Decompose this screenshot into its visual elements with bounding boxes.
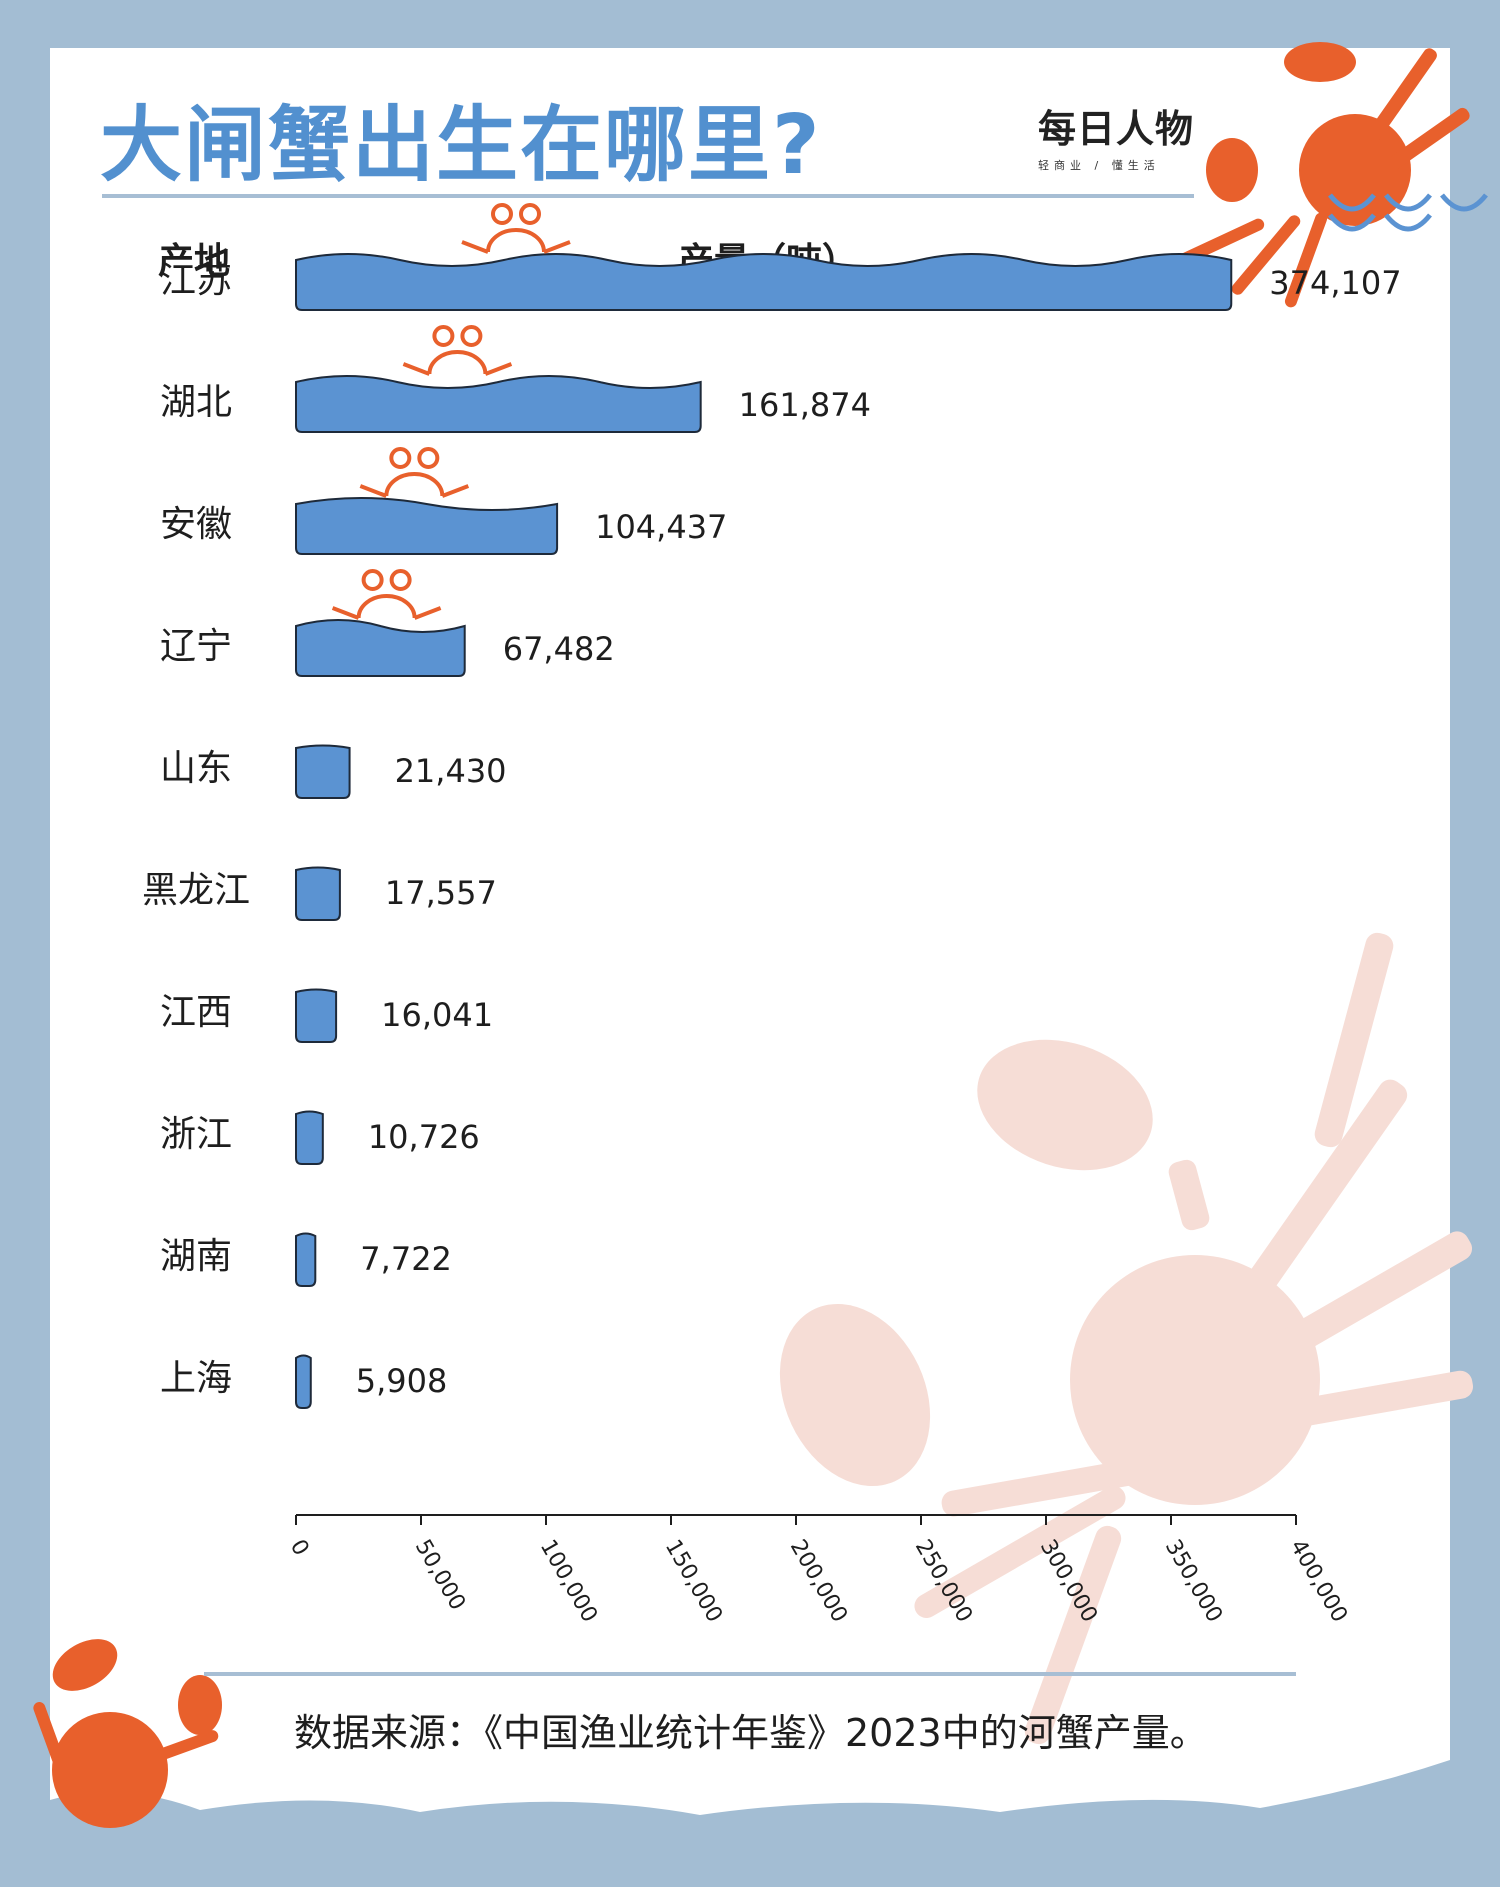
value-label: 5,908 [356, 1362, 448, 1400]
bar-浙江 [295, 1110, 324, 1165]
crab-icon [359, 447, 470, 498]
origin-column-header: 产地 [158, 241, 231, 282]
faded-crab-icon [779, 932, 1474, 1745]
x-tick-label: 300,000 [1035, 1536, 1102, 1627]
bar-上海 [295, 1354, 312, 1409]
category-label: 安徽 [160, 504, 232, 545]
category-label: 湖北 [160, 382, 232, 423]
crab-icon [461, 203, 571, 254]
infographic-card [50, 48, 1450, 1838]
page-title: 大闸蟹出生在哪里? [100, 98, 822, 193]
category-label: 湖南 [160, 1236, 232, 1277]
x-tick-label: 250,000 [910, 1536, 977, 1627]
value-label: 374,107 [1269, 264, 1401, 302]
x-tick-label: 150,000 [660, 1536, 727, 1627]
x-tick-label: 0 [285, 1536, 314, 1561]
value-label: 67,482 [503, 630, 615, 668]
x-tick-label: 100,000 [535, 1536, 602, 1627]
value-label: 104,437 [595, 508, 727, 546]
bar-黑龙江 [295, 866, 341, 921]
bar-湖南 [295, 1232, 317, 1287]
corner-crab-top-right-icon [1176, 42, 1470, 308]
bar-江西 [295, 988, 338, 1043]
logo-name: 每日人物 [1038, 107, 1195, 151]
bar-湖北 [295, 375, 702, 433]
x-tick-label: 50,000 [410, 1536, 470, 1615]
category-label: 江苏 [160, 260, 232, 301]
corner-crab-bottom-left-icon [33, 1639, 222, 1828]
source-note: 数据来源：《中国渔业统计年鉴》2023中的河蟹产量。 [294, 1711, 1208, 1755]
category-label: 黑龙江 [142, 870, 250, 911]
category-label: 辽宁 [160, 626, 232, 667]
x-tick-label: 200,000 [785, 1536, 852, 1627]
value-label: 16,041 [381, 996, 493, 1034]
bar-安徽 [295, 497, 559, 555]
value-label: 7,722 [360, 1240, 452, 1278]
source-divider [204, 1672, 1296, 1676]
x-tick-label: 400,000 [1285, 1536, 1352, 1627]
crab-icon [402, 325, 513, 376]
value-label: 21,430 [395, 752, 507, 790]
category-label: 山东 [160, 748, 232, 789]
value-label: 10,726 [368, 1118, 480, 1156]
title-divider [102, 194, 1194, 198]
bar-江苏 [295, 253, 1233, 311]
bottom-wave-edge [50, 1760, 1450, 1887]
value-label: 17,557 [385, 874, 497, 912]
category-label: 上海 [160, 1358, 232, 1399]
x-tick-label: 350,000 [1160, 1536, 1227, 1627]
logo-tagline: 轻商业 / 懂生活 [1038, 159, 1160, 172]
bar-辽宁 [295, 619, 466, 677]
category-label: 江西 [160, 992, 232, 1033]
category-label: 浙江 [160, 1114, 232, 1155]
wave-lines-icon [1328, 193, 1488, 232]
value-label: 161,874 [739, 386, 871, 424]
crab-icon [331, 569, 442, 620]
brand-logo: 每日人物 轻商业 / 懂生活 [1038, 98, 1195, 173]
bar-山东 [295, 744, 351, 799]
